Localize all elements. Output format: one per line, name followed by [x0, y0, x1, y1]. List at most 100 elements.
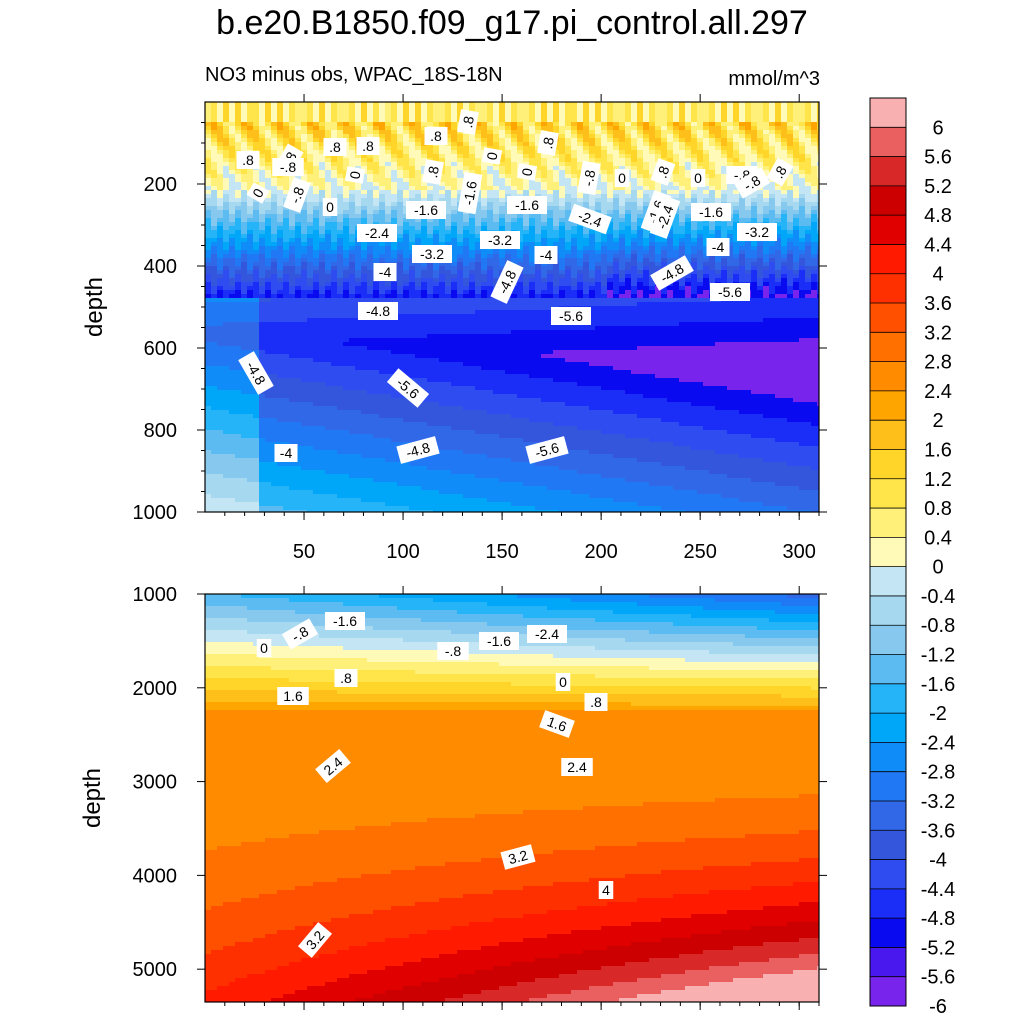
upper-cell: [445, 386, 452, 391]
upper-cell: [271, 190, 278, 195]
upper-cell: [451, 350, 458, 355]
upper-cell: [421, 266, 428, 271]
upper-cell: [307, 238, 314, 243]
upper-cell: [391, 454, 398, 459]
upper-cell: [307, 370, 314, 375]
upper-cell: [223, 442, 230, 447]
upper-cell: [445, 378, 452, 383]
upper-cell: [469, 442, 476, 447]
upper-cell: [307, 242, 314, 247]
upper-cell: [259, 242, 266, 247]
upper-cell: [475, 242, 482, 247]
upper-cell: [403, 478, 410, 483]
upper-cell: [433, 474, 440, 479]
upper-cell: [337, 258, 344, 263]
upper-cell: [301, 494, 308, 499]
upper-cell: [307, 498, 314, 503]
upper-cell: [289, 310, 296, 315]
upper-cell: [409, 310, 416, 315]
upper-cell: [451, 242, 458, 247]
upper-cell: [313, 358, 320, 363]
upper-cell: [313, 434, 320, 439]
upper-cell: [349, 442, 356, 447]
upper-cell: [313, 346, 320, 351]
upper-cell: [355, 246, 362, 251]
upper-cell: [301, 138, 308, 143]
upper-cell: [283, 438, 290, 443]
upper-cell: [331, 306, 338, 311]
upper-cell: [361, 102, 368, 107]
upper-cell: [301, 290, 308, 295]
upper-cell: [295, 422, 302, 427]
upper-cell: [331, 426, 338, 431]
upper-cell: [325, 494, 332, 499]
upper-cell: [223, 358, 230, 363]
upper-cell: [475, 326, 482, 331]
upper-cell: [367, 510, 374, 512]
upper-cell: [379, 498, 386, 503]
upper-cell: [349, 210, 356, 215]
upper-cell: [409, 418, 416, 423]
upper-cell: [439, 390, 446, 395]
upper-cell: [337, 246, 344, 251]
upper-cell: [217, 418, 224, 423]
upper-cell: [241, 466, 248, 471]
upper-cell: [217, 486, 224, 491]
upper-cell: [289, 262, 296, 267]
upper-cell: [235, 302, 242, 307]
upper-cell: [445, 462, 452, 467]
upper-cell: [283, 506, 290, 511]
upper-cell: [361, 490, 368, 495]
upper-cell: [277, 366, 284, 371]
upper-cell: [349, 414, 356, 419]
upper-cell: [421, 294, 428, 299]
upper-cell: [253, 346, 260, 351]
upper-cell: [217, 350, 224, 355]
upper-cell: [247, 306, 254, 311]
upper-cell: [259, 250, 266, 255]
upper-cell: [337, 310, 344, 315]
upper-cell: [229, 366, 236, 371]
upper-cell: [385, 134, 392, 139]
upper-cell: [253, 110, 260, 115]
upper-cell: [409, 486, 416, 491]
upper-cell: [415, 218, 422, 223]
upper-cell: [289, 346, 296, 351]
upper-cell: [259, 454, 266, 459]
upper-cell: [385, 342, 392, 347]
upper-cell: [415, 182, 422, 187]
upper-cell: [487, 442, 494, 447]
upper-cell: [307, 446, 314, 451]
upper-cell: [313, 230, 320, 235]
upper-cell: [373, 442, 380, 447]
upper-cell: [277, 490, 284, 495]
upper-cell: [277, 362, 284, 367]
upper-cell: [451, 154, 458, 159]
upper-cell: [385, 162, 392, 167]
upper-cell: [451, 166, 458, 171]
upper-cell: [343, 242, 350, 247]
upper-cell: [337, 470, 344, 475]
upper-cell: [241, 318, 248, 323]
upper-cell: [307, 278, 314, 283]
upper-cell: [361, 130, 368, 135]
upper-cell: [277, 110, 284, 115]
upper-cell: [211, 466, 218, 471]
upper-cell: [451, 406, 458, 411]
upper-cell: [457, 234, 464, 239]
upper-cell: [277, 226, 284, 231]
upper-cell: [307, 426, 314, 431]
upper-cell: [253, 282, 260, 287]
upper-cell: [229, 278, 236, 283]
upper-cell: [265, 122, 272, 127]
upper-cell: [343, 462, 350, 467]
upper-cell: [439, 362, 446, 367]
upper-cell: [439, 190, 446, 195]
upper-cell: [451, 442, 458, 447]
upper-cell: [385, 402, 392, 407]
upper-cell: [337, 462, 344, 467]
upper-cell: [409, 286, 416, 291]
upper-cell: [457, 486, 464, 491]
upper-cell: [337, 126, 344, 131]
upper-cell: [283, 474, 290, 479]
